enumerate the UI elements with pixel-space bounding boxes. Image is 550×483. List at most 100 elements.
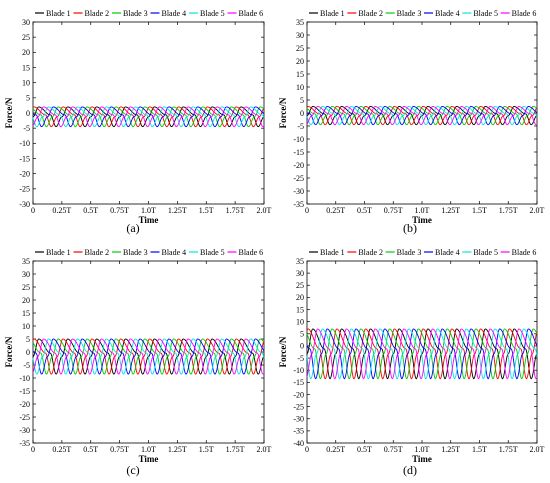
y-tick-label: -20 [293, 390, 304, 399]
y-tick-label: 10 [296, 317, 304, 326]
y-tick-label: -15 [19, 387, 30, 396]
x-axis-label: Time [412, 215, 432, 225]
y-tick-label: 25 [22, 33, 30, 42]
y-tick-label: -10 [19, 374, 30, 383]
series-line-blade-4 [32, 338, 265, 375]
legend-label: Blade 4 [435, 248, 460, 257]
y-tick-label: -20 [19, 400, 30, 409]
legend-label: Blade 4 [435, 9, 460, 18]
y-tick-label: -40 [293, 439, 304, 448]
legend-label: Blade 3 [397, 248, 422, 257]
y-axis-label: Force/N [278, 97, 288, 128]
y-tick-label: -5 [23, 124, 30, 133]
legend-label: Blade 1 [46, 248, 71, 257]
y-tick-label: 10 [22, 78, 30, 87]
chart-panel-2: -35 -30 -25 -20 -15 -10 -5 0 5 10 15 20 25 30 35 0 0.25T… [278, 9, 545, 235]
series-line-blade-6 [306, 106, 538, 126]
x-tick-label: 1.75T [499, 445, 518, 454]
y-tick-label: 20 [296, 57, 304, 66]
y-tick-label: 30 [296, 31, 304, 40]
chart-panel-1: -30 -25 -20 -15 -10 -5 0 5 10 15 20 25 30 0 0.25T 0.5T 0… [4, 9, 272, 235]
x-tick-label: 2.0T [257, 206, 272, 215]
x-tick-label: 1.25T [441, 206, 460, 215]
y-tick-label: 5 [300, 330, 304, 339]
x-tick-label: 1.5T [472, 445, 487, 454]
y-tick-label: 5 [300, 96, 304, 105]
x-tick-label: 1.25T [168, 206, 187, 215]
legend-label: Blade 4 [162, 9, 187, 18]
y-tick-label: -5 [23, 361, 30, 370]
x-tick-label: 0.5T [83, 206, 98, 215]
x-axis-label: Time [139, 215, 159, 225]
x-tick-label: 1.5T [199, 445, 214, 454]
y-tick-label: 0 [26, 348, 30, 357]
y-tick-label: 20 [22, 48, 30, 57]
x-tick-label: 2.0T [530, 445, 545, 454]
x-tick-label: 0.25T [326, 445, 345, 454]
legend-label: Blade 1 [46, 9, 71, 18]
panel-label: (c) [126, 463, 139, 477]
series-line-blade-3 [32, 338, 265, 375]
legend-label: Blade 6 [512, 9, 537, 18]
y-tick-label: -20 [19, 169, 30, 178]
y-tick-label: -35 [19, 439, 30, 448]
y-tick-label: 0 [26, 109, 30, 118]
series-line-blade-4 [306, 106, 538, 126]
legend-label: Blade 5 [473, 9, 498, 18]
y-tick-label: -30 [293, 415, 304, 424]
series-line-blade-2 [306, 328, 538, 380]
y-tick-label: 10 [296, 83, 304, 92]
y-tick-label: 30 [296, 269, 304, 278]
x-tick-label: 0 [31, 445, 35, 454]
y-axis-label: Force/N [4, 336, 14, 367]
y-tick-label: 25 [296, 44, 304, 53]
series-line-blade-4 [306, 328, 538, 380]
y-tick-label: -5 [297, 122, 304, 131]
y-tick-label: 35 [22, 257, 30, 266]
chart-panel-3: -35 -30 -25 -20 -15 -10 -5 0 5 10 15 20 25 30 35 0 0.25T… [4, 248, 272, 477]
y-tick-label: -10 [293, 135, 304, 144]
legend: Blade 1 Blade 2 Blade 3 Blade 4 Blade 5 Blade… [35, 9, 263, 18]
series-line-blade-2 [32, 106, 265, 128]
y-tick-label: -30 [293, 187, 304, 196]
y-tick-label: 35 [296, 257, 304, 266]
y-tick-label: 0 [300, 342, 304, 351]
y-tick-label: -20 [293, 161, 304, 170]
y-tick-label: 0 [300, 109, 304, 118]
x-tick-label: 1.25T [441, 445, 460, 454]
x-tick-label: 1.75T [226, 206, 245, 215]
y-tick-label: 25 [22, 283, 30, 292]
legend-label: Blade 6 [239, 9, 264, 18]
series-line-blade-5 [32, 106, 265, 128]
y-axis-label: Force/N [4, 97, 14, 128]
x-tick-label: 2.0T [257, 445, 272, 454]
x-tick-label: 1.0T [415, 206, 430, 215]
legend-label: Blade 1 [320, 9, 345, 18]
series-line-blade-5 [32, 338, 265, 375]
legend-label: Blade 2 [358, 9, 383, 18]
legend-label: Blade 6 [239, 248, 264, 257]
y-tick-label: 15 [296, 70, 304, 79]
x-tick-label: 0 [31, 206, 35, 215]
y-tick-label: 10 [22, 322, 30, 331]
y-tick-label: -5 [297, 354, 304, 363]
y-tick-label: -25 [293, 402, 304, 411]
x-tick-label: 0.75T [384, 206, 403, 215]
legend-label: Blade 5 [200, 248, 225, 257]
chart-panel-4: -40 -35 -30 -25 -20 -15 -10 -5 0 5 10 15 20 25 30 35 0 0.… [278, 248, 545, 477]
legend-label: Blade 3 [123, 248, 148, 257]
x-tick-label: 1.75T [226, 445, 245, 454]
series-line-blade-6 [32, 106, 265, 128]
x-tick-label: 1.0T [141, 445, 156, 454]
series-line-blade-6 [306, 328, 538, 380]
series-line-blade-6 [32, 338, 265, 375]
y-tick-label: -10 [19, 139, 30, 148]
x-tick-label: 0.75T [110, 206, 129, 215]
y-tick-label: -35 [293, 200, 304, 209]
legend: Blade 1 Blade 2 Blade 3 Blade 4 Blade 5 Blade… [35, 248, 263, 257]
x-tick-label: 1.75T [499, 206, 518, 215]
series-line-blade-3 [306, 106, 538, 126]
legend-label: Blade 2 [85, 248, 110, 257]
x-axis-label: Time [139, 454, 159, 464]
